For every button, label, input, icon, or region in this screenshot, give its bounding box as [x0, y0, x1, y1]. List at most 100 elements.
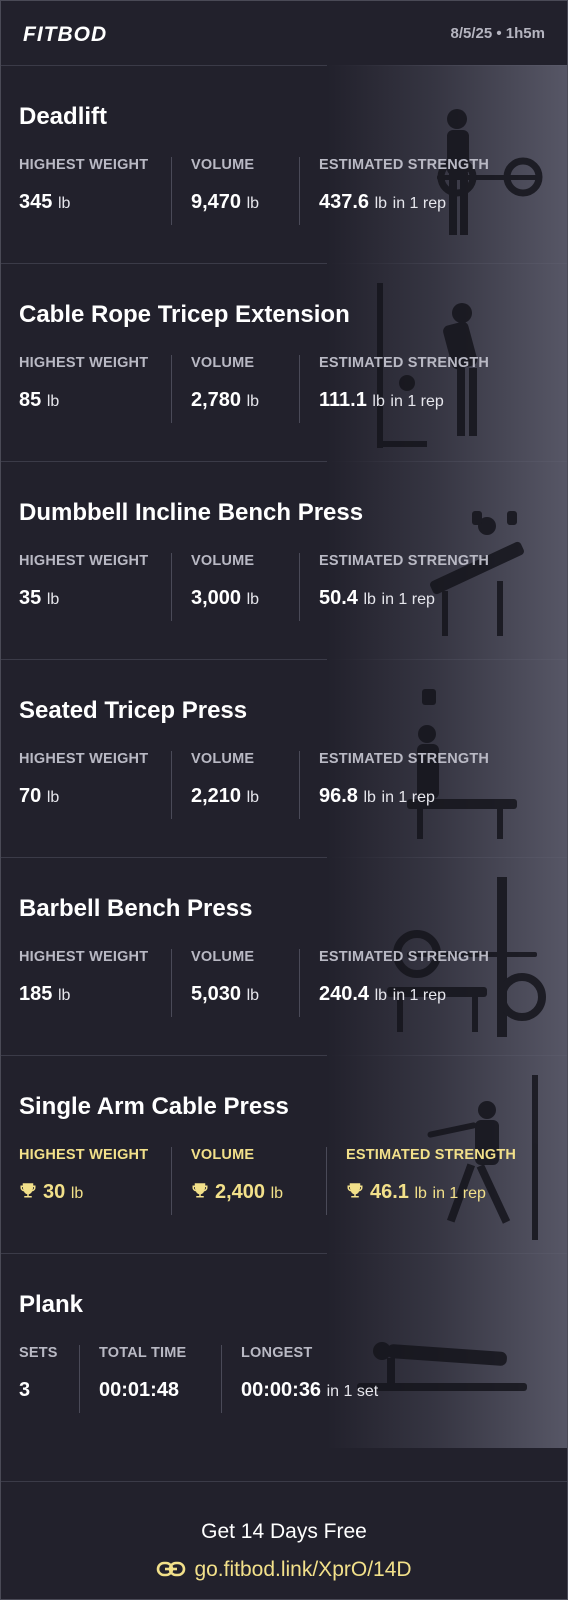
stat-value: 9,470 — [191, 191, 242, 213]
stat-value: 2,210 — [191, 785, 242, 807]
exercise-row[interactable]: Dumbbell Incline Bench Press HIGHEST WEI… — [1, 461, 567, 660]
stat-value: 3,000 — [191, 587, 242, 609]
plank-figure-icon — [357, 1342, 527, 1391]
divider — [299, 949, 300, 1017]
exercise-photo-backdrop — [327, 659, 567, 857]
exercise-title: Barbell Bench Press — [19, 895, 253, 922]
deadlift-figure-icon — [437, 109, 543, 235]
stat-label: HIGHEST WEIGHT — [19, 553, 149, 569]
divider — [171, 553, 172, 621]
exercise-photo-backdrop — [327, 1055, 567, 1253]
stat-label: VOLUME — [191, 157, 255, 173]
trophy-icon — [347, 1183, 363, 1198]
trophy-icon — [192, 1183, 208, 1198]
stat-label: ESTIMATED STRENGTH — [346, 1147, 517, 1163]
stat-unit: lb — [374, 195, 388, 212]
exercise-title: Plank — [19, 1291, 84, 1318]
session-info: 8/5/25 • 1h5m — [450, 25, 545, 42]
referral-link[interactable]: go.fitbod.link/XprO/14D — [1, 1558, 567, 1582]
stat-value: 2,780 — [191, 389, 242, 411]
referral-link-text[interactable]: go.fitbod.link/XprO/14D — [194, 1558, 412, 1581]
stat-value: 345 — [19, 191, 53, 213]
stat-unit: lb — [372, 393, 385, 410]
stat-unit: lb — [363, 591, 376, 608]
stat-value: 2,400 — [215, 1181, 266, 1203]
stat-label: VOLUME — [191, 1147, 255, 1163]
stat-unit: lb — [46, 591, 60, 608]
stat-label: ESTIMATED STRENGTH — [319, 751, 490, 767]
exercise-row[interactable]: Seated Tricep Press HIGHEST WEIGHT 70 lb… — [1, 659, 567, 858]
stat-value: 3 — [19, 1379, 31, 1401]
stat-unit: lb — [246, 591, 260, 608]
stat-unit: lb — [246, 789, 260, 806]
stat-label: VOLUME — [191, 751, 255, 767]
header: FITBOD 8/5/25 • 1h5m — [1, 1, 567, 66]
stat-unit: lb — [246, 393, 260, 410]
footer: Get 14 Days Free go.fitbod.link/XprO/14D — [1, 1481, 567, 1599]
divider — [326, 1147, 327, 1215]
cta-text: Get 14 Days Free — [201, 1520, 367, 1543]
stat-label: ESTIMATED STRENGTH — [319, 553, 490, 569]
stat-label: HIGHEST WEIGHT — [19, 949, 149, 965]
stat-value: 96.8 — [319, 785, 358, 807]
stat-unit: lb — [414, 1185, 427, 1202]
stat-unit: lb — [57, 987, 71, 1004]
exercise-row[interactable]: Cable Rope Tricep Extension HIGHEST WEIG… — [1, 263, 567, 462]
exercise-title: Cable Rope Tricep Extension — [19, 301, 350, 328]
stat-unit: lb — [46, 393, 60, 410]
stat-unit: lb — [246, 987, 260, 1004]
barbell-bench-figure-icon — [387, 877, 546, 1037]
stat-value: 5,030 — [191, 983, 242, 1005]
stat-unit: lb — [70, 1185, 84, 1202]
exercise-photo-backdrop — [327, 263, 567, 461]
stat-value: 00:00:36 — [241, 1379, 322, 1401]
stat-suffix: in 1 rep — [392, 987, 447, 1004]
stat-suffix: in 1 rep — [381, 789, 435, 806]
exercise-row[interactable]: Deadlift HIGHEST WEIGHT 345 lb VOLUME 9,… — [1, 65, 567, 264]
exercise-title: Deadlift — [19, 103, 108, 130]
divider — [171, 751, 172, 819]
divider — [171, 1147, 172, 1215]
stat-value: 85 — [19, 389, 42, 411]
stat-value: 70 — [19, 785, 42, 807]
stat-unit: lb — [57, 195, 71, 212]
link-icon — [157, 1561, 186, 1577]
stat-unit: lb — [270, 1185, 284, 1202]
stat-value: 437.6 — [319, 191, 370, 213]
divider — [299, 355, 300, 423]
stat-label: VOLUME — [191, 553, 255, 569]
divider — [299, 157, 300, 225]
stat-value: 46.1 — [370, 1181, 409, 1203]
stat-unit: lb — [363, 789, 376, 806]
stat-unit: lb — [46, 789, 60, 806]
stat-value: 30 — [43, 1181, 66, 1203]
divider — [299, 553, 300, 621]
stat-suffix: in 1 rep — [392, 195, 447, 212]
cable-tricep-figure-icon — [377, 283, 478, 448]
divider — [171, 949, 172, 1017]
stat-unit: lb — [246, 195, 260, 212]
divider — [171, 355, 172, 423]
incline-bench-figure-icon — [430, 511, 524, 636]
stat-value: 50.4 — [319, 587, 358, 609]
exercise-row[interactable]: Barbell Bench Press HIGHEST WEIGHT 185 l… — [1, 857, 567, 1056]
exercise-row-personal-record[interactable]: Single Arm Cable Press HIGHEST WEIGHT 30… — [1, 1055, 567, 1254]
stat-label: HIGHEST WEIGHT — [19, 355, 149, 371]
stat-value: 00:01:48 — [99, 1379, 180, 1401]
stat-label: ESTIMATED STRENGTH — [319, 355, 490, 371]
stat-suffix: in 1 rep — [432, 1185, 486, 1202]
stat-value: 240.4 — [319, 983, 370, 1005]
divider — [299, 751, 300, 819]
stat-value: 35 — [19, 587, 42, 609]
stat-label: HIGHEST WEIGHT — [19, 751, 149, 767]
stat-label: HIGHEST WEIGHT — [19, 1147, 149, 1163]
seated-tricep-figure-icon — [407, 689, 517, 839]
stat-suffix: in 1 rep — [381, 591, 435, 608]
stat-label: SETS — [19, 1345, 58, 1361]
stat-value: 185 — [19, 983, 53, 1005]
stat-suffix: in 1 set — [326, 1383, 379, 1400]
exercise-row[interactable]: Plank SETS 3 TOTAL TIME 00:01:48 LONGEST… — [1, 1253, 567, 1479]
exercise-title: Dumbbell Incline Bench Press — [19, 499, 364, 526]
stat-label: VOLUME — [191, 949, 255, 965]
